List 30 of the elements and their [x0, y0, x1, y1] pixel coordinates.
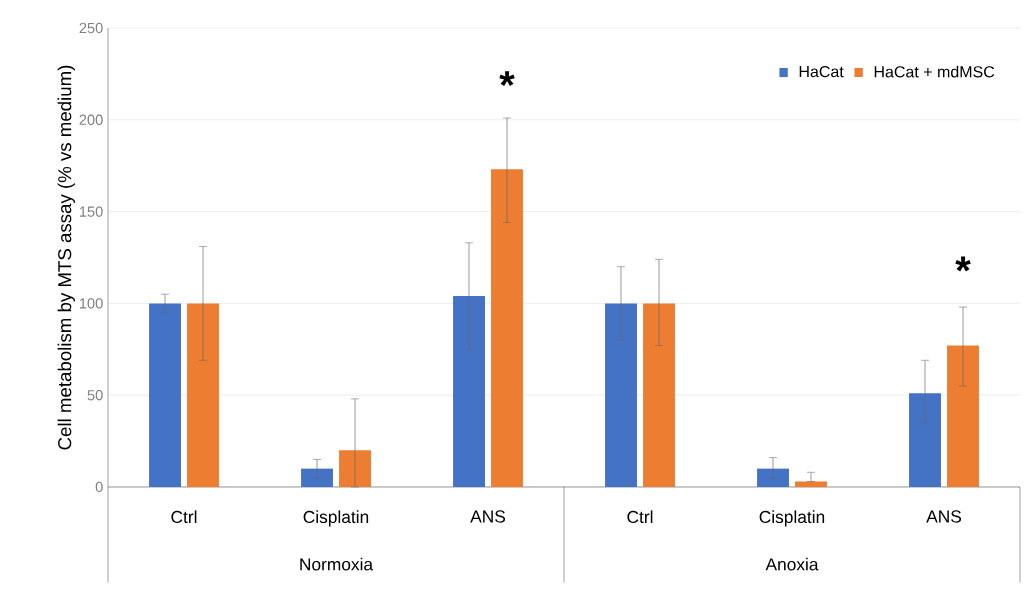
text: Anoxia	[765, 557, 819, 571]
bar	[947, 345, 979, 487]
y-tick-label: 50	[87, 390, 103, 401]
annotation: *	[499, 71, 515, 87]
y-tick-label: 250	[79, 22, 103, 34]
y-tick-label: 100	[79, 298, 103, 309]
legend-label: HaCat + mdMSC	[874, 65, 995, 78]
bar	[643, 303, 675, 487]
bar	[301, 468, 333, 487]
y-tick-label: 150	[79, 206, 103, 217]
bar	[453, 296, 485, 487]
bar	[909, 393, 941, 487]
x-tick-label: Ctrl	[627, 510, 653, 524]
x-tick-label: Cisplatin	[759, 510, 825, 527]
bar	[757, 468, 789, 487]
bar	[491, 169, 523, 487]
bar	[795, 481, 827, 487]
y-tick-label: 0	[95, 481, 103, 493]
annotation: *	[955, 256, 971, 272]
x-tick-label: ANS	[926, 510, 962, 523]
x-tick-label: ANS	[470, 510, 506, 523]
bar	[605, 303, 637, 487]
x-tick-label: Cisplatin	[303, 510, 369, 527]
bar	[187, 303, 219, 487]
bar	[149, 303, 181, 487]
x-tick-label: Ctrl	[171, 510, 197, 524]
y-tick-label: 200	[79, 114, 103, 125]
legend-label: HaCat	[799, 65, 844, 78]
text: Normoxia	[300, 557, 374, 571]
y-axis-title: Cell metabolism by MTS assay (% vs medium)	[57, 65, 75, 450]
